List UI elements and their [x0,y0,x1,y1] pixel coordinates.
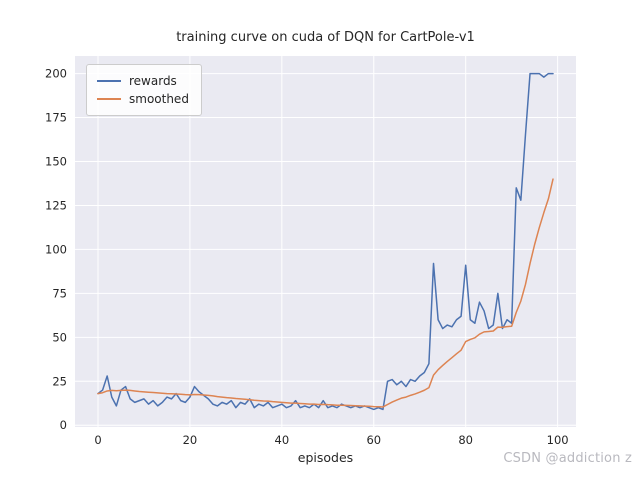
legend-swatch [97,98,121,100]
x-tick-label: 40 [275,433,290,447]
watermark: CSDN @addiction z [503,451,632,466]
legend-swatch [97,80,121,82]
y-tick-label: 150 [45,154,67,168]
y-tick-label: 100 [45,242,67,256]
y-tick-label: 0 [60,418,67,432]
y-tick-label: 75 [52,286,67,300]
legend-label-smoothed: smoothed [129,92,189,106]
x-tick-label: 20 [183,433,198,447]
legend-item-rewards: rewards [97,72,189,90]
series-line-smoothed [97,178,554,408]
y-tick-label: 200 [45,67,67,81]
x-tick-label: 80 [458,433,473,447]
legend: rewards smoothed [86,64,202,116]
y-tick-label: 50 [52,330,67,344]
legend-item-smoothed: smoothed [97,90,189,108]
x-tick-label: 100 [547,433,569,447]
y-tick-label: 175 [45,111,67,125]
legend-label-rewards: rewards [129,74,177,88]
chart-title: training curve on cuda of DQN for CartPo… [176,30,475,45]
x-tick-label: 0 [94,433,101,447]
x-axis-label: episodes [297,450,354,465]
x-tick-label: 60 [366,433,381,447]
y-tick-label: 25 [52,374,67,388]
y-tick-label: 125 [45,198,67,212]
